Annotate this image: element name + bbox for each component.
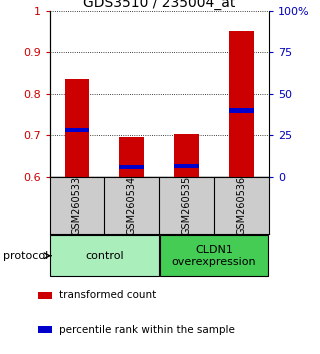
Text: CLDN1
overexpression: CLDN1 overexpression xyxy=(172,245,256,267)
Bar xyxy=(229,108,254,113)
Text: protocol: protocol xyxy=(3,251,48,261)
Text: GSM260535: GSM260535 xyxy=(182,176,192,235)
Text: GSM260533: GSM260533 xyxy=(72,176,82,235)
FancyBboxPatch shape xyxy=(160,235,268,276)
Bar xyxy=(174,164,199,168)
Bar xyxy=(119,137,144,177)
Text: GSM260534: GSM260534 xyxy=(127,176,137,235)
Bar xyxy=(229,32,254,177)
Bar xyxy=(119,165,144,169)
Title: GDS3510 / 235004_at: GDS3510 / 235004_at xyxy=(83,0,236,10)
Text: control: control xyxy=(85,251,124,261)
Bar xyxy=(38,326,52,333)
Bar xyxy=(65,79,89,177)
Text: transformed count: transformed count xyxy=(60,290,157,300)
Bar xyxy=(65,127,89,132)
FancyBboxPatch shape xyxy=(50,235,159,276)
Bar xyxy=(38,292,52,299)
Text: GSM260536: GSM260536 xyxy=(236,176,246,235)
Text: percentile rank within the sample: percentile rank within the sample xyxy=(60,325,235,335)
Bar xyxy=(174,134,199,177)
